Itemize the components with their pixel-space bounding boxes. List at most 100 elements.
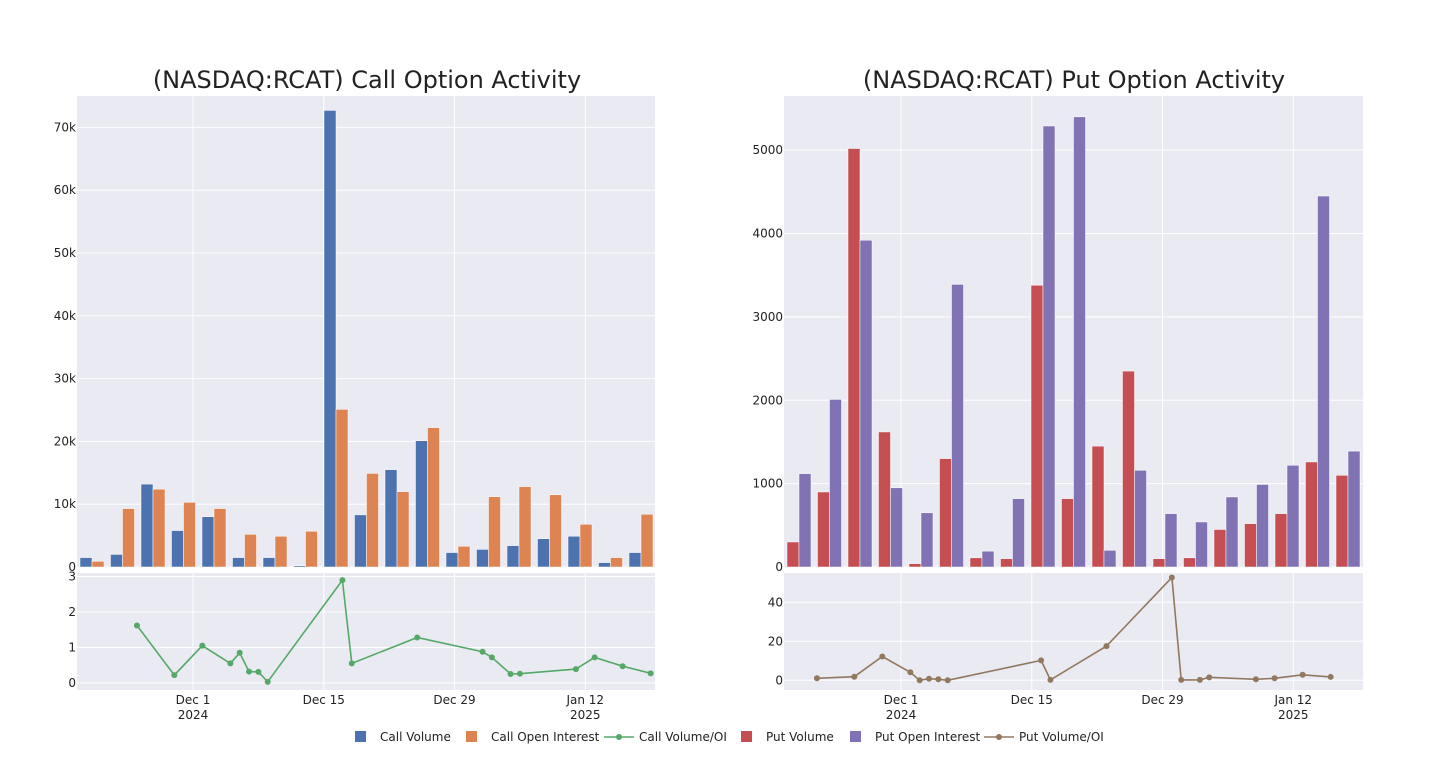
call-volume-bar bbox=[445, 552, 459, 568]
call-bar-ytick-label: 70k bbox=[54, 120, 76, 134]
put-volume-bar bbox=[786, 541, 800, 568]
call-ratio-point bbox=[516, 670, 523, 677]
call-ratio-point bbox=[133, 622, 140, 629]
legend-label-call_volume: Call Volume bbox=[380, 730, 451, 744]
call-ratio-point bbox=[348, 660, 355, 667]
call-bar-ytick-label: 20k bbox=[54, 434, 76, 448]
put-xtick-label: Jan 12 bbox=[1273, 693, 1312, 707]
call-ratio-point bbox=[414, 634, 421, 641]
put-bar-ytick-label: 1000 bbox=[752, 477, 783, 491]
put-open-interest-bar bbox=[1134, 470, 1147, 568]
put-volume-bar bbox=[1244, 523, 1257, 568]
put-ratio-ytick-label: 40 bbox=[768, 595, 783, 609]
call-open-interest-bar bbox=[549, 494, 562, 568]
put-ratio-point bbox=[944, 677, 951, 684]
put-ratio-point bbox=[1271, 675, 1278, 682]
put-ratio-point bbox=[1327, 673, 1334, 680]
call-open-interest-bar bbox=[152, 488, 166, 568]
call-volume-bar bbox=[354, 514, 367, 568]
put-ratio-point bbox=[879, 653, 886, 660]
call-volume-bar bbox=[201, 516, 215, 568]
call-ratio-point bbox=[488, 654, 495, 661]
call-xtick-year-label: 2024 bbox=[178, 708, 209, 722]
call-bar-ytick-label: 60k bbox=[54, 183, 76, 197]
put-ratio-point bbox=[1103, 643, 1110, 650]
call-ratio-ytick-label: 0 bbox=[68, 676, 76, 690]
put-open-interest-bar bbox=[1103, 550, 1117, 568]
call-ratio-ytick-label: 2 bbox=[68, 605, 76, 619]
put-volume-bar bbox=[1000, 558, 1013, 568]
call-bar-ytick-label: 0 bbox=[68, 560, 76, 574]
put-volume-bar bbox=[1091, 445, 1105, 568]
put-volume-bar bbox=[1030, 284, 1044, 568]
put-open-interest-bar bbox=[1347, 450, 1361, 568]
legend: Call Volume Call Open Interest Call Volume… bbox=[355, 730, 1104, 744]
call-volume-bar bbox=[567, 535, 581, 568]
put-bar-ytick-label: 2000 bbox=[752, 393, 783, 407]
put-open-interest-bar bbox=[951, 284, 964, 568]
put-volume-bar bbox=[878, 431, 891, 568]
put-volume-bar bbox=[969, 557, 983, 568]
legend-label-put_oi: Put Open Interest bbox=[875, 730, 981, 744]
put-open-interest-bar bbox=[829, 399, 842, 568]
legend-swatch-call_oi bbox=[466, 731, 477, 742]
call-chart-title: (NASDAQ:RCAT) Call Option Activity bbox=[153, 66, 581, 94]
call-xtick-label: Dec 15 bbox=[303, 693, 345, 707]
put-volume-bar bbox=[1152, 558, 1166, 568]
call-bar-ytick-label: 40k bbox=[54, 309, 76, 323]
call-ratio-ytick-label: 3 bbox=[68, 570, 76, 584]
legend-label-call_oi: Call Open Interest bbox=[491, 730, 600, 744]
call-volume-bar bbox=[232, 557, 245, 568]
put-open-interest-bar bbox=[981, 550, 995, 568]
put-volume-bar bbox=[817, 491, 830, 568]
call-volume-bar bbox=[140, 483, 154, 568]
call-open-interest-bar bbox=[305, 530, 318, 568]
call-open-interest-bar bbox=[213, 508, 227, 568]
call-open-interest-bar bbox=[396, 491, 410, 568]
call-volume-bar bbox=[110, 554, 123, 568]
call-ratio-plot-area bbox=[77, 573, 655, 690]
call-open-interest-bar bbox=[366, 473, 379, 568]
put-ratio-point bbox=[1168, 574, 1175, 581]
put-volume-bar bbox=[1061, 498, 1074, 568]
call-open-interest-bar bbox=[579, 524, 593, 568]
put-volume-bar bbox=[1305, 461, 1318, 568]
legend-label-put_ratio: Put Volume/OI bbox=[1019, 730, 1104, 744]
call-open-interest-bar bbox=[518, 486, 532, 568]
put-ratio-ytick-label: 20 bbox=[768, 634, 783, 648]
put-open-interest-bar bbox=[1225, 496, 1239, 568]
put-volume-bar bbox=[847, 148, 861, 568]
call-open-interest-bar bbox=[122, 508, 135, 568]
call-xtick-label: Dec 29 bbox=[433, 693, 475, 707]
put-ratio-point bbox=[1299, 671, 1306, 678]
call-volume-bar bbox=[628, 552, 642, 568]
call-volume-bar bbox=[506, 545, 520, 568]
call-ratio-point bbox=[227, 660, 234, 667]
call-open-interest-bar bbox=[91, 561, 105, 568]
call-ratio-point bbox=[199, 642, 206, 649]
put-open-interest-bar bbox=[890, 487, 903, 568]
call-xtick-year-label: 2025 bbox=[570, 708, 601, 722]
put-volume-bar bbox=[1274, 513, 1288, 568]
put-volume-bar bbox=[1335, 475, 1349, 568]
put-ratio-point bbox=[1206, 674, 1213, 681]
put-ratio-point bbox=[1178, 676, 1185, 683]
call-ratio-ytick-label: 1 bbox=[68, 640, 76, 654]
put-ratio-point bbox=[926, 675, 933, 682]
put-xtick-label: Dec 1 bbox=[884, 693, 919, 707]
put-bar-ytick-label: 4000 bbox=[752, 227, 783, 241]
legend-swatch-put_oi bbox=[850, 731, 861, 742]
call-open-interest-bar bbox=[183, 502, 196, 568]
call-ratio-point bbox=[255, 668, 262, 675]
put-open-interest-bar bbox=[1012, 498, 1025, 568]
call-volume-bar bbox=[79, 557, 93, 568]
legend-marker-put_ratio bbox=[996, 734, 1002, 740]
put-ratio-point bbox=[1047, 676, 1054, 683]
call-ratio-point bbox=[171, 672, 178, 679]
call-ratio-point bbox=[572, 666, 579, 673]
call-open-interest-bar bbox=[274, 535, 288, 568]
call-open-interest-bar bbox=[640, 513, 654, 568]
call-bar-ytick-label: 10k bbox=[54, 497, 76, 511]
call-bar-plot-area bbox=[77, 96, 655, 567]
